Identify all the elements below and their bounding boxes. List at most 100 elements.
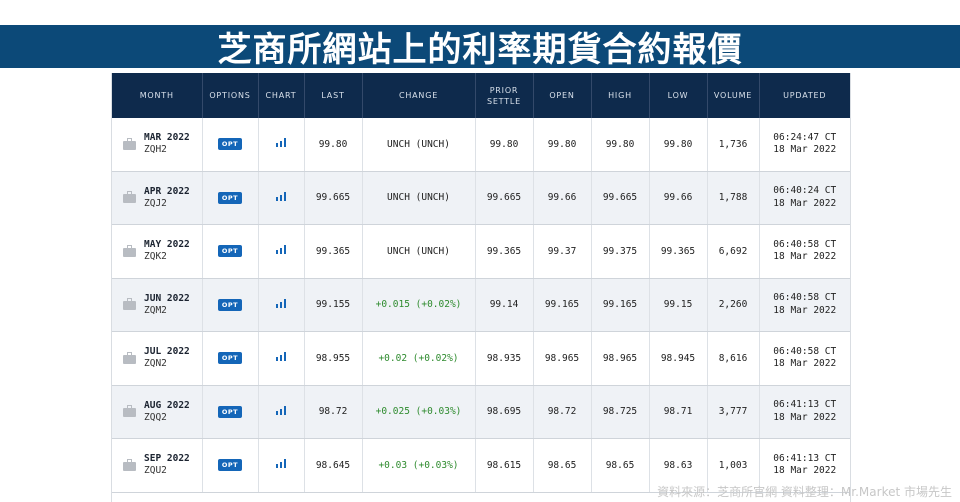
briefcase-icon: [123, 405, 136, 418]
updated-cell: 06:40:58 CT 18 Mar 2022: [759, 278, 850, 332]
contract-code: ZQK2: [144, 251, 167, 263]
bar-chart-icon[interactable]: [276, 405, 286, 415]
header-updated[interactable]: UPDATED: [759, 73, 850, 118]
month-cell[interactable]: MAY 2022 ZQK2: [112, 224, 203, 279]
updated-time: 06:24:47 CT: [773, 131, 837, 143]
updated-date: 18 Mar 2022: [773, 251, 837, 263]
volume: 2,260: [707, 278, 760, 332]
quotes-table-container: MONTH OPTIONS CHART LAST CHANGE PRIOR SE…: [111, 73, 851, 502]
prior-settle: 98.695: [475, 385, 534, 439]
high-price: 99.375: [591, 224, 650, 279]
volume: 1,736: [707, 118, 760, 172]
opt-button[interactable]: OPT: [217, 191, 243, 204]
options-cell: OPT: [202, 438, 259, 493]
bar-chart-icon[interactable]: [276, 191, 286, 201]
contract-month: JUN 2022: [144, 292, 190, 304]
header-high[interactable]: HIGH: [591, 73, 650, 118]
open-price: 99.66: [533, 171, 592, 225]
price-change: UNCH (UNCH): [362, 171, 476, 225]
contract-month: AUG 2022: [144, 399, 190, 411]
bar-chart-icon[interactable]: [276, 459, 286, 469]
header-volume[interactable]: VOLUME: [707, 73, 760, 118]
table-row: MAR 2022 ZQH2 OPT 99.80 UNCH (UNCH) 99.80 99.8…: [112, 118, 850, 172]
month-cell[interactable]: MAR 2022 ZQH2: [112, 118, 203, 172]
month-cell[interactable]: JUL 2022 ZQN2: [112, 331, 203, 386]
contract-code: ZQH2: [144, 144, 167, 156]
opt-button[interactable]: OPT: [217, 138, 243, 151]
source-watermark: 資料來源：芝商所官網 資料整理：Mr.Market 市場先生: [657, 485, 952, 499]
table-row: JUN 2022 ZQM2 OPT 99.155 +0.015 (+0.02%) 99.1…: [112, 278, 850, 332]
table-row: SEP 2022 ZQU2 OPT 98.645 +0.03 (+0.03%) 98.61…: [112, 438, 850, 493]
table-row: JUL 2022 ZQN2 OPT 98.955 +0.02 (+0.02%) 98.93…: [112, 331, 850, 386]
month-cell[interactable]: AUG 2022 ZQQ2: [112, 385, 203, 439]
options-cell: OPT: [202, 278, 259, 332]
price-change: +0.025 (+0.03%): [362, 385, 476, 439]
high-price: 99.165: [591, 278, 650, 332]
table-row: AUG 2022 ZQQ2 OPT 98.72 +0.025 (+0.03%) 98.69…: [112, 385, 850, 439]
header-last[interactable]: LAST: [304, 73, 363, 118]
bar-chart-icon[interactable]: [276, 138, 286, 148]
options-cell: OPT: [202, 331, 259, 386]
header-prior-settle-line1: PRIOR: [489, 85, 519, 95]
contract-code: ZQU2: [144, 465, 167, 477]
open-price: 99.37: [533, 224, 592, 279]
price-change: UNCH (UNCH): [362, 118, 476, 172]
bar-chart-icon[interactable]: [276, 352, 286, 362]
updated-date: 18 Mar 2022: [773, 358, 837, 370]
open-price: 99.80: [533, 118, 592, 172]
briefcase-icon: [123, 458, 136, 471]
updated-cell: 06:40:58 CT 18 Mar 2022: [759, 224, 850, 279]
header-options[interactable]: OPTIONS: [202, 73, 259, 118]
prior-settle: 99.365: [475, 224, 534, 279]
banner-title: 芝商所網站上的利率期貨合約報價: [217, 30, 743, 70]
contract-month: APR 2022: [144, 185, 190, 197]
header-chart[interactable]: CHART: [258, 73, 305, 118]
header-open[interactable]: OPEN: [533, 73, 592, 118]
high-price: 98.965: [591, 331, 650, 386]
updated-time: 06:40:24 CT: [773, 185, 837, 197]
opt-button[interactable]: OPT: [217, 405, 243, 418]
volume: 1,788: [707, 171, 760, 225]
opt-button[interactable]: OPT: [217, 459, 243, 472]
low-price: 99.80: [649, 118, 708, 172]
chart-cell: [258, 438, 305, 493]
table-header-row: MONTH OPTIONS CHART LAST CHANGE PRIOR SE…: [112, 73, 850, 118]
prior-settle: 99.665: [475, 171, 534, 225]
price-change: +0.03 (+0.03%): [362, 438, 476, 493]
updated-date: 18 Mar 2022: [773, 197, 837, 209]
updated-cell: 06:41:13 CT 18 Mar 2022: [759, 385, 850, 439]
header-prior-settle[interactable]: PRIOR SETTLE: [475, 73, 534, 118]
price-change: +0.015 (+0.02%): [362, 278, 476, 332]
last-price: 98.72: [304, 385, 363, 439]
month-cell[interactable]: APR 2022 ZQJ2: [112, 171, 203, 225]
last-price: 99.365: [304, 224, 363, 279]
opt-button[interactable]: OPT: [217, 298, 243, 311]
header-low[interactable]: LOW: [649, 73, 708, 118]
last-price: 99.665: [304, 171, 363, 225]
contract-code: ZQJ2: [144, 197, 167, 209]
low-price: 98.945: [649, 331, 708, 386]
month-cell[interactable]: SEP 2022 ZQU2: [112, 438, 203, 493]
table-row: APR 2022 ZQJ2 OPT 99.665 UNCH (UNCH) 99.665 99…: [112, 171, 850, 225]
prior-settle: 99.80: [475, 118, 534, 172]
updated-cell: 06:40:58 CT 18 Mar 2022: [759, 331, 850, 386]
contract-month: MAY 2022: [144, 239, 190, 251]
header-change[interactable]: CHANGE: [362, 73, 476, 118]
updated-time: 06:40:58 CT: [773, 345, 837, 357]
contract-month: JUL 2022: [144, 346, 190, 358]
quotes-table: MONTH OPTIONS CHART LAST CHANGE PRIOR SE…: [112, 73, 850, 493]
opt-button[interactable]: OPT: [217, 245, 243, 258]
low-price: 99.66: [649, 171, 708, 225]
last-price: 98.955: [304, 331, 363, 386]
open-price: 99.165: [533, 278, 592, 332]
high-price: 98.65: [591, 438, 650, 493]
bar-chart-icon[interactable]: [276, 298, 286, 308]
opt-button[interactable]: OPT: [217, 352, 243, 365]
options-cell: OPT: [202, 385, 259, 439]
open-price: 98.65: [533, 438, 592, 493]
bar-chart-icon[interactable]: [276, 245, 286, 255]
month-cell[interactable]: JUN 2022 ZQM2: [112, 278, 203, 332]
prior-settle: 98.935: [475, 331, 534, 386]
contract-code: ZQQ2: [144, 411, 167, 423]
header-month[interactable]: MONTH: [112, 73, 203, 118]
